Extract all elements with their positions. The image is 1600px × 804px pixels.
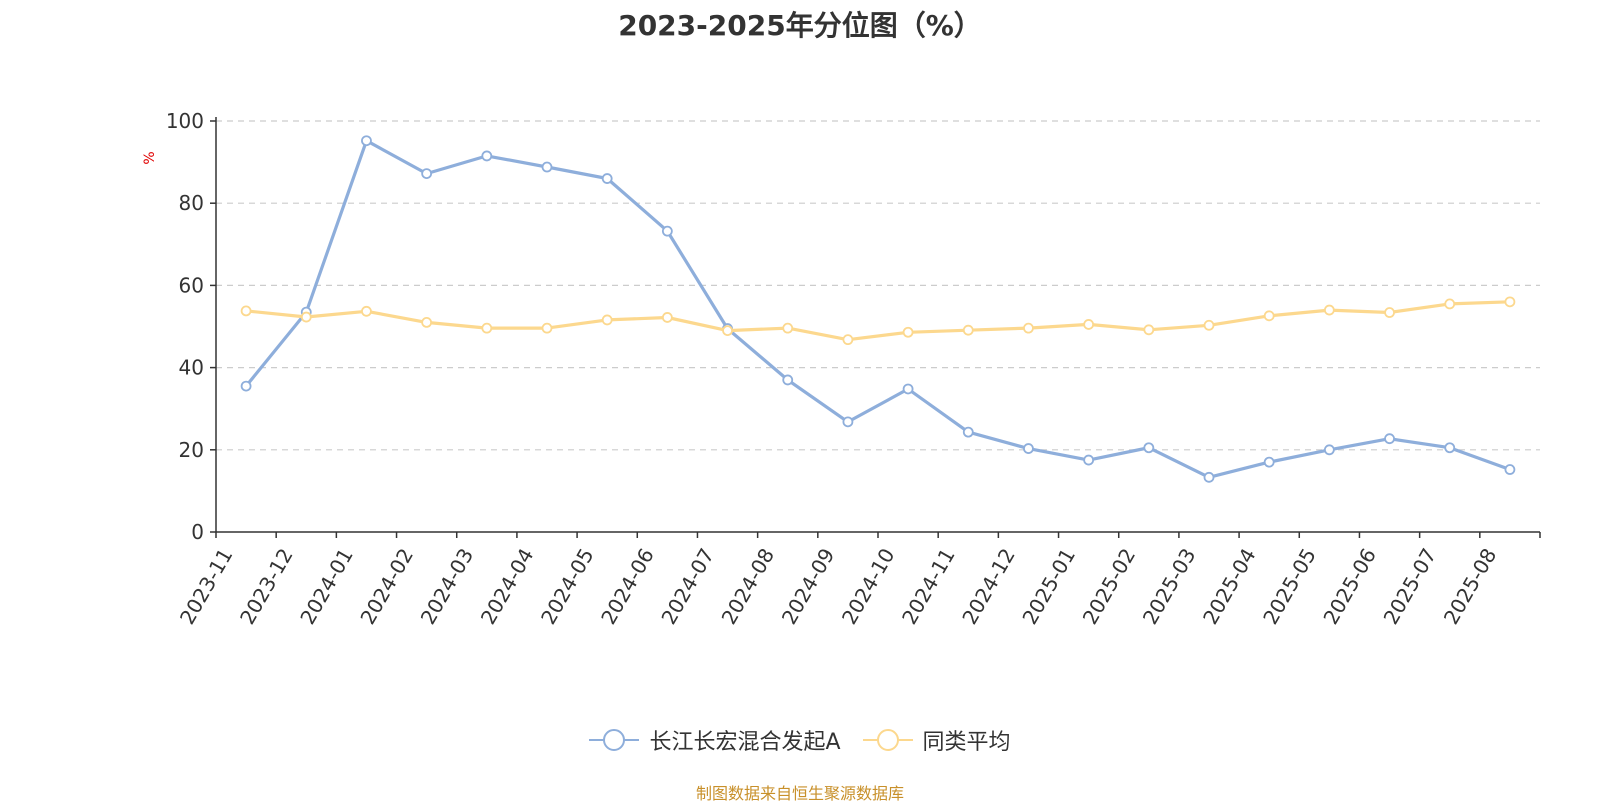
data-point bbox=[1323, 304, 1335, 316]
y-tick-label: 0 bbox=[191, 520, 204, 544]
legend-item[interactable]: 同类平均 bbox=[862, 724, 1011, 756]
x-tick-label: 2024-07 bbox=[656, 544, 719, 628]
x-tick-label: 2024-10 bbox=[837, 544, 900, 628]
legend-label: 同类平均 bbox=[922, 730, 1011, 755]
x-tick-label: 2025-04 bbox=[1198, 544, 1261, 628]
data-point bbox=[300, 311, 312, 323]
chart-title: 2023-2025年分位图（%） bbox=[618, 9, 982, 42]
data-point bbox=[1504, 296, 1516, 308]
data-point bbox=[1263, 310, 1275, 322]
data-point bbox=[1143, 324, 1155, 336]
x-tick-label: 2025-03 bbox=[1138, 544, 1201, 628]
x-tick-label: 2024-08 bbox=[717, 544, 780, 628]
x-tick-label: 2024-03 bbox=[416, 544, 479, 628]
data-point bbox=[661, 312, 673, 323]
x-tick-label: 2024-02 bbox=[355, 544, 418, 628]
data-point bbox=[1504, 464, 1516, 475]
data-point bbox=[361, 135, 372, 147]
y-tick-label: 80 bbox=[179, 191, 204, 215]
y-tick-label: 60 bbox=[179, 273, 204, 297]
x-tick-label: 2025-01 bbox=[1017, 544, 1080, 628]
grid-layer bbox=[216, 120, 1540, 451]
data-point bbox=[842, 416, 854, 428]
axis-layer: 0 20 40 60 80 100 2023-112023-122024-012024-02… bbox=[166, 109, 1541, 628]
data-point bbox=[782, 374, 794, 386]
legend-label: 长江长宏混合发起A bbox=[649, 730, 841, 755]
x-tick-label: 2025-07 bbox=[1379, 544, 1442, 628]
x-tick-label: 2024-04 bbox=[476, 544, 539, 628]
x-tick-label: 2023-12 bbox=[235, 544, 298, 628]
legend-marker-icon bbox=[589, 728, 640, 752]
x-tick-label: 2025-05 bbox=[1258, 544, 1321, 628]
y-tick-label: 40 bbox=[179, 356, 204, 380]
data-point bbox=[481, 322, 493, 334]
legend-item[interactable]: 长江长宏混合发起A bbox=[589, 724, 841, 756]
data-point bbox=[541, 161, 553, 173]
y-tick-label: 100 bbox=[166, 109, 204, 133]
series-1 bbox=[240, 135, 1516, 483]
data-point bbox=[1083, 319, 1095, 330]
y-tick-label: 20 bbox=[179, 438, 204, 462]
x-tick-label: 2023-11 bbox=[175, 544, 238, 628]
data-point bbox=[962, 426, 974, 438]
data-point bbox=[1263, 456, 1275, 468]
x-tick-label: 2024-09 bbox=[777, 544, 840, 628]
data-point bbox=[842, 334, 854, 346]
data-point bbox=[1023, 443, 1034, 454]
data-point bbox=[1384, 307, 1395, 318]
legend-marker-icon bbox=[862, 728, 913, 752]
data-point bbox=[1143, 442, 1155, 454]
x-tick-label: 2024-05 bbox=[536, 544, 599, 628]
x-tick-label: 2024-12 bbox=[957, 544, 1020, 628]
data-point bbox=[1384, 433, 1395, 445]
data-point bbox=[661, 225, 673, 237]
data-point bbox=[782, 322, 794, 334]
data-point bbox=[962, 324, 974, 336]
y-axis-unit-label: % bbox=[142, 151, 158, 164]
x-tick-label: 2024-06 bbox=[596, 544, 659, 628]
data-point bbox=[722, 325, 733, 337]
series-layer bbox=[240, 135, 1516, 483]
data-point bbox=[902, 383, 914, 395]
x-tick-label: 2024-01 bbox=[295, 544, 358, 628]
data-point bbox=[481, 150, 493, 162]
series-line bbox=[245, 300, 1510, 342]
data-point bbox=[601, 314, 613, 326]
data-point bbox=[240, 305, 252, 317]
data-point bbox=[601, 173, 613, 184]
data-point bbox=[361, 305, 372, 317]
data-point bbox=[240, 380, 252, 392]
data-point bbox=[1083, 454, 1095, 466]
data-point bbox=[1444, 298, 1456, 310]
data-point bbox=[1023, 322, 1034, 334]
data-point bbox=[902, 326, 914, 338]
x-tick-label: 2025-06 bbox=[1318, 544, 1381, 628]
series-line bbox=[244, 139, 1511, 479]
x-tick-label: 2024-11 bbox=[897, 544, 960, 628]
data-point bbox=[1323, 444, 1335, 456]
data-point bbox=[541, 322, 553, 334]
x-tick-label: 2025-08 bbox=[1439, 544, 1502, 628]
data-point bbox=[421, 168, 433, 180]
x-tick-label: 2025-02 bbox=[1078, 544, 1141, 628]
data-point bbox=[421, 316, 433, 328]
data-point bbox=[1203, 319, 1215, 331]
legend: 长江长宏混合发起A 同类平均 bbox=[0, 720, 1600, 760]
data-point bbox=[1203, 471, 1215, 483]
source-footer: 制图数据来自恒生聚源数据库 bbox=[695, 784, 904, 803]
data-point bbox=[1444, 442, 1456, 454]
series-2 bbox=[240, 296, 1516, 346]
